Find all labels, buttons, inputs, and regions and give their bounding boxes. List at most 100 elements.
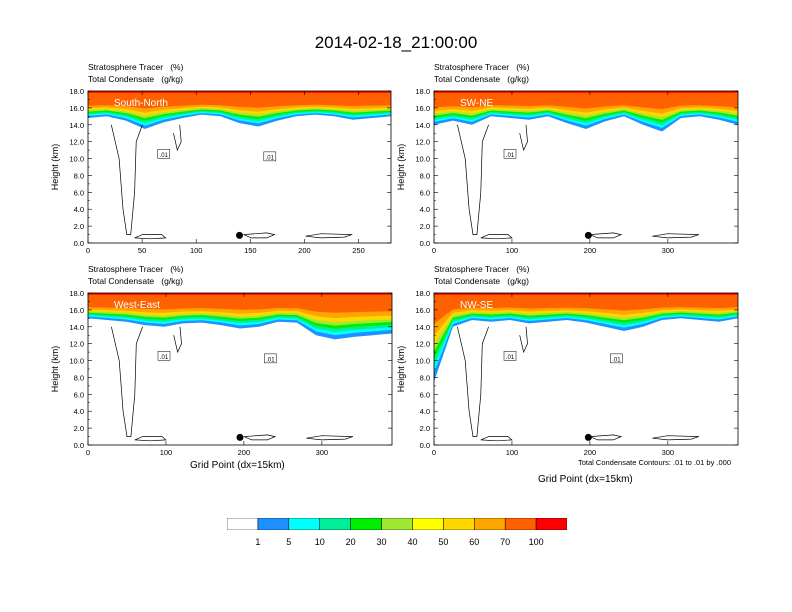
x-tick-label: 100 bbox=[190, 246, 203, 255]
condensate-contours bbox=[457, 124, 700, 240]
y-tick-label: 12.0 bbox=[415, 340, 430, 349]
contour-label-box bbox=[610, 353, 623, 364]
x-tick-label: 200 bbox=[298, 246, 311, 255]
cross-section-name: NW-SE bbox=[460, 300, 493, 311]
y-tick-label: 4.0 bbox=[420, 205, 430, 214]
y-tick-label: 16.0 bbox=[69, 306, 84, 315]
y-tick-label: 10.0 bbox=[69, 155, 84, 164]
y-tick-label: 2.0 bbox=[420, 424, 430, 433]
contour-label-box bbox=[263, 151, 277, 162]
y-tick-label: 14.0 bbox=[415, 323, 430, 332]
figure-title: 2014-02-18_21:00:00 bbox=[314, 33, 478, 52]
contour-footnote: Total Condensate Contours: .01 to .01 by… bbox=[578, 458, 732, 467]
y-tick-label: 10.0 bbox=[69, 357, 84, 366]
x-tick-label: 0 bbox=[86, 246, 90, 255]
location-marker bbox=[584, 433, 592, 441]
y-tick-label: 6.0 bbox=[74, 188, 84, 197]
x-tick-label: 300 bbox=[662, 448, 675, 457]
cross-section-plot: .01 .01 West-East 0.0 2.0 4.0 6.0 8.0 10.0 12.0 14… bbox=[50, 289, 393, 457]
panel-header-tracer: Stratosphere Tracer (%) bbox=[434, 62, 530, 72]
x-tick-label: 200 bbox=[584, 448, 597, 457]
y-tick-label: 10.0 bbox=[415, 155, 430, 164]
colorbar-label: 1 bbox=[255, 537, 261, 547]
colorbar-swatch bbox=[535, 518, 567, 530]
contour-label-box bbox=[503, 351, 517, 361]
contour-line-4 bbox=[480, 234, 513, 240]
x-tick-label: 100 bbox=[506, 246, 519, 255]
x-axis-label-right: Grid Point (dx=15km) bbox=[538, 474, 633, 485]
tracer-band-0 bbox=[88, 91, 391, 93]
cross-section-plot: .01 SW-NE 0.0 2.0 4.0 6.0 8.0 10.0 12.0 14.0 16.0 1… bbox=[396, 87, 739, 255]
y-tick-label: 18.0 bbox=[415, 289, 430, 298]
cross-section-plot: .01 .01 South-North 0.0 2.0 4.0 6.0 8.0 10.0 12.0… bbox=[50, 87, 392, 255]
colorbar-swatch bbox=[288, 518, 320, 530]
colorbar-label: 5 bbox=[286, 537, 292, 547]
contour-label: .01 bbox=[506, 153, 515, 159]
y-tick-label: 8.0 bbox=[74, 171, 84, 180]
colorbar-swatch bbox=[319, 518, 351, 530]
y-tick-label: 4.0 bbox=[420, 407, 430, 416]
y-tick-label: 18.0 bbox=[415, 87, 430, 96]
y-tick-label: 4.0 bbox=[74, 407, 84, 416]
contour-label-box bbox=[157, 149, 170, 159]
contour-label: .01 bbox=[160, 355, 169, 361]
y-tick-label: 16.0 bbox=[415, 104, 430, 113]
y-tick-label: 12.0 bbox=[69, 340, 84, 349]
y-tick-label: 6.0 bbox=[420, 390, 430, 399]
colorbar-swatch bbox=[504, 518, 537, 530]
y-axis-label: Height (km) bbox=[396, 346, 406, 393]
colorbar-swatch bbox=[381, 518, 413, 530]
y-tick-label: 4.0 bbox=[74, 205, 84, 214]
condensate-contours bbox=[111, 326, 354, 442]
tracer-band-1 bbox=[88, 293, 392, 313]
cross-section-plot: .01 .01 NW-SE 0.0 2.0 4.0 6.0 8.0 10.0 12.0 14.0 16… bbox=[396, 289, 739, 457]
panel-header-condensate: Total Condensate (g/kg) bbox=[434, 276, 529, 286]
colorbar-label: 60 bbox=[469, 537, 480, 547]
y-axis-label: Height (km) bbox=[50, 144, 60, 191]
panel-header-condensate: Total Condensate (g/kg) bbox=[88, 74, 183, 84]
tracer-band-0 bbox=[434, 91, 738, 93]
panel-header-condensate: Total Condensate (g/kg) bbox=[434, 74, 529, 84]
location-marker bbox=[236, 433, 244, 441]
panel-header-tracer: Stratosphere Tracer (%) bbox=[88, 62, 184, 72]
contour-label: .01 bbox=[612, 357, 621, 363]
x-tick-label: 300 bbox=[662, 246, 675, 255]
contour-line-2 bbox=[243, 232, 276, 239]
colorbar-swatch bbox=[412, 518, 444, 530]
y-tick-label: 0.0 bbox=[420, 441, 430, 450]
colorbar-swatch bbox=[474, 518, 506, 530]
x-tick-label: 0 bbox=[432, 246, 436, 255]
contour-line-0 bbox=[457, 124, 489, 235]
y-tick-label: 8.0 bbox=[74, 373, 84, 382]
location-marker bbox=[584, 231, 592, 239]
contour-line-2 bbox=[589, 434, 623, 441]
contour-label: .01 bbox=[506, 355, 515, 361]
tracer-band-1 bbox=[434, 293, 738, 324]
x-tick-label: 200 bbox=[584, 246, 597, 255]
x-tick-label: 0 bbox=[432, 448, 436, 457]
contour-line-2 bbox=[589, 232, 623, 239]
contour-line-1 bbox=[519, 124, 528, 152]
panel-header-tracer: Stratosphere Tracer (%) bbox=[88, 264, 184, 274]
contour-label-box bbox=[157, 351, 171, 361]
colorbar-swatch bbox=[227, 518, 259, 530]
y-tick-label: 2.0 bbox=[74, 222, 84, 231]
contour-line-1 bbox=[519, 326, 528, 354]
colorbar-swatch bbox=[350, 518, 382, 530]
x-tick-label: 100 bbox=[506, 448, 519, 457]
contour-line-1 bbox=[173, 326, 182, 354]
colorbar-label: 70 bbox=[500, 537, 511, 547]
contour-line-3 bbox=[652, 233, 700, 239]
y-tick-label: 14.0 bbox=[69, 323, 84, 332]
y-tick-label: 12.0 bbox=[415, 138, 430, 147]
condensate-contours bbox=[457, 326, 700, 442]
y-tick-label: 8.0 bbox=[420, 373, 430, 382]
x-tick-label: 100 bbox=[160, 448, 173, 457]
cross-section-name: SW-NE bbox=[460, 98, 493, 109]
x-tick-label: 0 bbox=[86, 448, 90, 457]
y-axis-label: Height (km) bbox=[396, 144, 406, 191]
y-tick-label: 10.0 bbox=[415, 357, 430, 366]
x-tick-label: 200 bbox=[238, 448, 251, 457]
contour-line-4 bbox=[134, 436, 167, 442]
colorbar-swatch bbox=[443, 518, 475, 530]
